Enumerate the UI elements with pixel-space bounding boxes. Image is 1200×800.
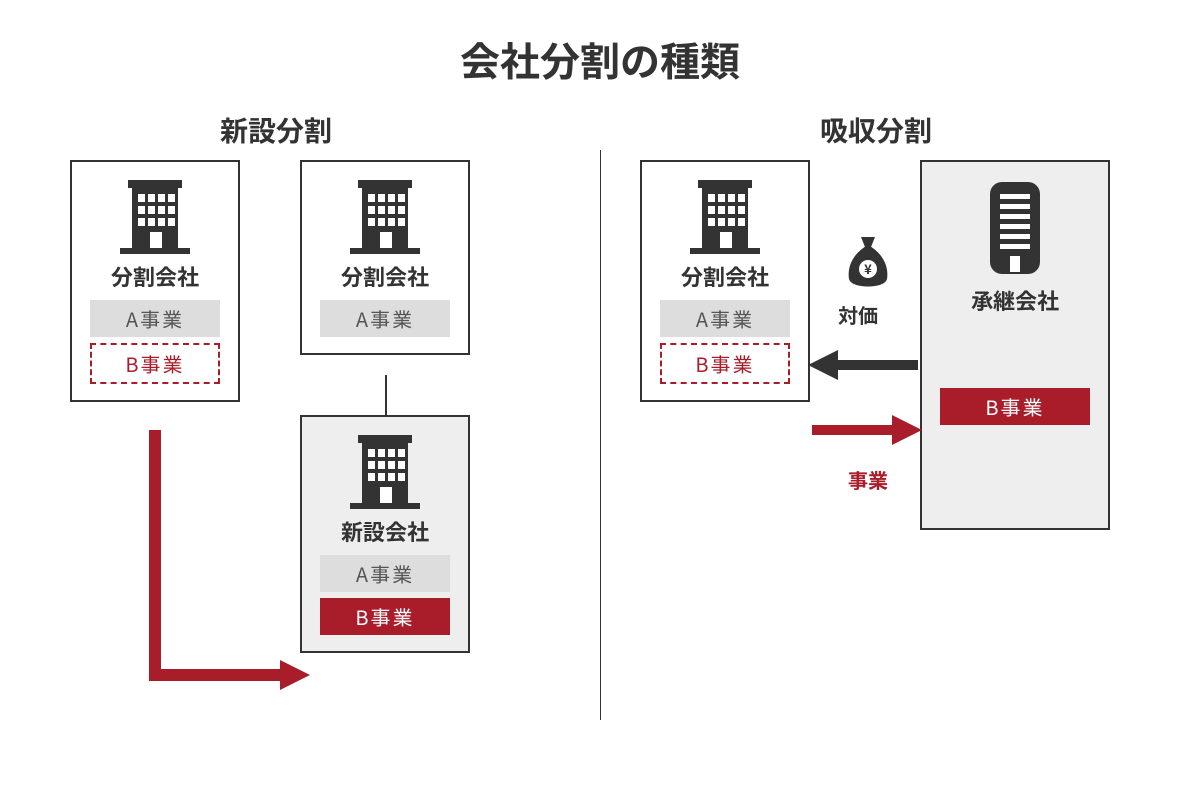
business-label: 事業 [848, 465, 888, 494]
arrow-business-transfer-right [0, 0, 1200, 800]
